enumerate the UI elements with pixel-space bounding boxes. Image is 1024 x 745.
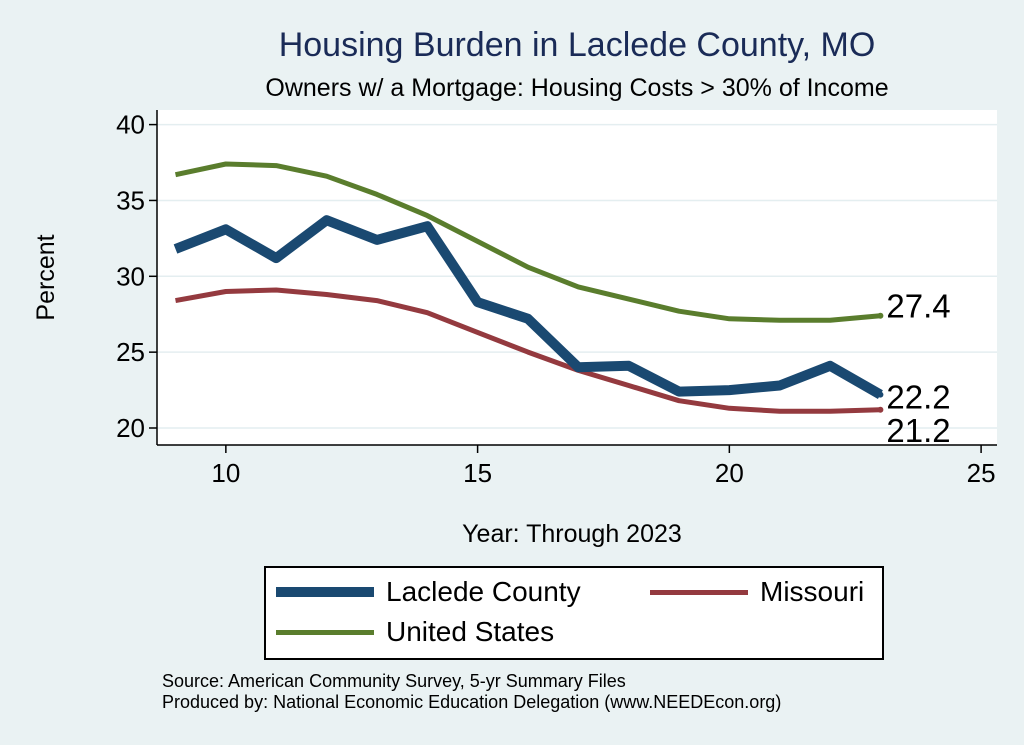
legend-label-missouri: Missouri — [760, 576, 865, 607]
end-label-laclede-county: 22.2 — [886, 379, 950, 416]
y-tick-label-25: 25 — [116, 337, 145, 367]
legend-item-laclede-county: Laclede County — [276, 576, 581, 608]
y-tick-label-35: 35 — [116, 185, 145, 215]
source-line-2: Produced by: National Economic Education… — [162, 692, 782, 712]
plot-area — [157, 110, 997, 445]
end-marker-united-states — [877, 312, 884, 319]
line-chart: 20 25 30 35 40 10 15 20 25 Year: Through 2023 Perc… — [32, 110, 997, 548]
legend-swatch-missouri — [650, 589, 748, 595]
series-line-laclede-county — [173, 215, 883, 399]
legend-label-laclede-county: Laclede County — [386, 576, 581, 607]
y-tick-label-20: 20 — [116, 413, 145, 443]
x-axis-title: Year: Through 2023 — [462, 520, 682, 548]
x-tick-label-25: 25 — [967, 458, 996, 488]
x-tick-label-15: 15 — [463, 458, 492, 488]
x-tick-label-20: 20 — [715, 458, 744, 488]
end-marker-laclede-county — [877, 391, 884, 398]
y-tick-label-40: 40 — [116, 110, 145, 140]
chart-subtitle: Owners w/ a Mortgage: Housing Costs > 30… — [265, 74, 889, 102]
series-line-united-states — [174, 161, 881, 323]
end-label-missouri: 21.2 — [886, 412, 950, 449]
source-note: Source: American Community Survey, 5-yr … — [162, 671, 781, 713]
y-tick-label-30: 30 — [116, 261, 145, 291]
end-label-united-states: 27.4 — [886, 288, 950, 325]
legend-swatch-united-states — [276, 629, 374, 635]
series-line-missouri — [175, 287, 881, 414]
end-marker-missouri — [877, 406, 884, 413]
chart-title: Housing Burden in Laclede County, MO — [278, 26, 876, 64]
legend-swatch-laclede-county — [276, 587, 374, 597]
y-axis-title: Percent — [32, 234, 60, 320]
chart-legend: Laclede County Missouri United States — [264, 566, 884, 660]
legend-label-united-states: United States — [386, 616, 555, 647]
source-line-1: Source: American Community Survey, 5-yr … — [162, 671, 626, 691]
x-tick-label-10: 10 — [211, 458, 240, 488]
legend-item-missouri: Missouri — [650, 576, 864, 608]
legend-item-united-states: United States — [276, 616, 554, 648]
